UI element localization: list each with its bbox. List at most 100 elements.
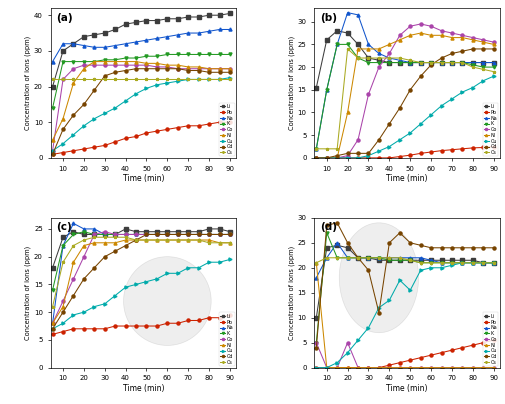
Cd <box>386 240 392 245</box>
Co <box>70 276 76 281</box>
Pb <box>81 147 87 152</box>
K <box>480 65 486 69</box>
Cu <box>112 293 118 298</box>
Pb <box>227 313 233 318</box>
Na <box>386 255 392 260</box>
Cu <box>355 156 361 160</box>
Line: Li: Li <box>315 244 495 319</box>
Na <box>227 27 233 32</box>
Cu <box>428 265 434 270</box>
Cd <box>217 70 223 75</box>
Co <box>428 24 434 29</box>
Cd <box>112 70 118 75</box>
Na <box>480 60 486 65</box>
Cs <box>386 255 392 260</box>
Pb <box>49 332 56 337</box>
Co <box>112 232 118 237</box>
Li <box>355 42 361 47</box>
Cd <box>355 151 361 156</box>
Ni <box>154 238 160 242</box>
Line: Na: Na <box>315 11 495 150</box>
Ni <box>206 66 212 71</box>
Cs <box>334 146 340 151</box>
K <box>206 52 212 57</box>
Pb <box>185 123 191 128</box>
Cu <box>227 257 233 262</box>
Cu <box>123 99 129 103</box>
Co <box>313 156 319 160</box>
Line: Cu: Cu <box>315 261 495 369</box>
Na <box>344 10 350 15</box>
Co <box>195 66 201 71</box>
K <box>217 52 223 57</box>
Co <box>334 156 340 160</box>
Cu <box>355 338 361 343</box>
K <box>460 60 466 65</box>
K <box>133 232 139 237</box>
K <box>206 232 212 237</box>
K <box>344 255 350 260</box>
Na <box>449 260 455 265</box>
Ni <box>206 238 212 242</box>
Co <box>376 65 382 69</box>
Cs <box>376 56 382 61</box>
Cs <box>407 58 413 63</box>
Legend: Li, Pb, Na, K, Co, Ni, Cu, Cd, Cs: Li, Pb, Na, K, Co, Ni, Cu, Cd, Cs <box>219 103 235 156</box>
Co <box>102 229 108 234</box>
Cu <box>49 326 56 331</box>
Na <box>324 255 330 260</box>
X-axis label: Time (min): Time (min) <box>123 384 164 393</box>
Line: Cd: Cd <box>51 67 231 156</box>
Na <box>123 41 129 46</box>
Ni <box>195 238 201 242</box>
Co <box>123 232 129 237</box>
Line: Li: Li <box>51 12 231 88</box>
Ni <box>428 33 434 38</box>
Na <box>185 31 191 36</box>
Li <box>60 235 66 240</box>
Cu <box>480 78 486 83</box>
Cu <box>185 77 191 82</box>
Na <box>470 260 476 265</box>
Na <box>81 43 87 48</box>
K <box>324 230 330 235</box>
Na <box>175 232 181 237</box>
Ni <box>102 240 108 245</box>
Co <box>355 365 361 370</box>
Ni <box>386 365 392 370</box>
Pb <box>449 348 455 353</box>
Ni <box>154 61 160 66</box>
Li <box>164 229 170 234</box>
Cu <box>91 116 97 121</box>
Cu <box>195 77 201 82</box>
Cu <box>143 279 149 284</box>
Ni <box>324 365 330 370</box>
Cs <box>324 146 330 151</box>
Pb <box>386 156 392 160</box>
Ni <box>112 240 118 245</box>
K <box>70 59 76 64</box>
Cs <box>123 235 129 240</box>
Na <box>355 13 361 17</box>
Pb <box>397 360 403 365</box>
Li <box>195 229 201 234</box>
Cs <box>112 235 118 240</box>
Li <box>407 60 413 65</box>
Cd <box>480 245 486 250</box>
K <box>217 232 223 237</box>
Cd <box>407 87 413 92</box>
K <box>154 232 160 237</box>
Cs <box>102 235 108 240</box>
Na <box>102 45 108 50</box>
K <box>81 229 87 234</box>
Li <box>324 245 330 250</box>
Na <box>366 255 372 260</box>
Cd <box>175 232 181 237</box>
Ni <box>133 238 139 242</box>
Line: Cu: Cu <box>51 258 231 330</box>
Cu <box>217 77 223 82</box>
Co <box>154 65 160 69</box>
Cu <box>206 260 212 265</box>
Legend: Li, Pb, Na, K, Co, Ni, Cu, Cd, Cs: Li, Pb, Na, K, Co, Ni, Cu, Cd, Cs <box>219 312 235 366</box>
K <box>91 232 97 237</box>
